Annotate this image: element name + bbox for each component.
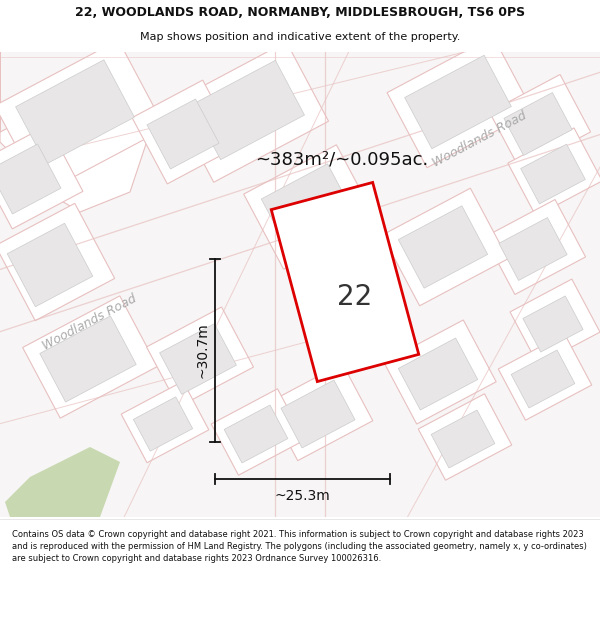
- Polygon shape: [16, 60, 134, 164]
- Polygon shape: [160, 324, 236, 394]
- Text: Map shows position and indicative extent of the property.: Map shows position and indicative extent…: [140, 32, 460, 43]
- Polygon shape: [484, 199, 586, 294]
- Polygon shape: [387, 36, 533, 168]
- Polygon shape: [404, 55, 511, 149]
- Polygon shape: [0, 144, 61, 214]
- Polygon shape: [133, 397, 193, 451]
- Polygon shape: [147, 99, 219, 169]
- Polygon shape: [508, 128, 600, 216]
- Polygon shape: [121, 381, 209, 462]
- Text: 22, WOODLANDS ROAD, NORMANBY, MIDDLESBROUGH, TS6 0PS: 22, WOODLANDS ROAD, NORMANBY, MIDDLESBRO…: [75, 6, 525, 19]
- Polygon shape: [146, 307, 253, 407]
- Polygon shape: [267, 363, 373, 461]
- Polygon shape: [261, 164, 355, 250]
- Polygon shape: [5, 447, 120, 517]
- Text: ~25.3m: ~25.3m: [275, 489, 331, 503]
- Polygon shape: [40, 316, 136, 402]
- Text: ~383m²/~0.095ac.: ~383m²/~0.095ac.: [255, 150, 428, 168]
- Polygon shape: [132, 80, 238, 184]
- Polygon shape: [504, 92, 572, 156]
- Text: Contains OS data © Crown copyright and database right 2021. This information is : Contains OS data © Crown copyright and d…: [12, 530, 587, 562]
- Text: Woodlands Road: Woodlands Road: [41, 292, 139, 352]
- Polygon shape: [398, 338, 478, 410]
- Polygon shape: [281, 380, 355, 448]
- Polygon shape: [244, 145, 376, 269]
- Polygon shape: [172, 42, 329, 182]
- Polygon shape: [498, 334, 592, 420]
- Polygon shape: [211, 389, 305, 475]
- Polygon shape: [191, 61, 304, 159]
- Polygon shape: [0, 52, 150, 212]
- Polygon shape: [7, 223, 93, 307]
- Text: Woodlands Road: Woodlands Road: [431, 109, 529, 169]
- Polygon shape: [0, 203, 115, 321]
- Polygon shape: [23, 296, 157, 418]
- Polygon shape: [418, 394, 512, 480]
- Polygon shape: [398, 206, 488, 288]
- Polygon shape: [224, 405, 288, 463]
- Polygon shape: [490, 74, 590, 169]
- Polygon shape: [510, 279, 600, 365]
- Polygon shape: [382, 188, 508, 306]
- Text: ~30.7m: ~30.7m: [196, 322, 210, 378]
- Polygon shape: [499, 217, 567, 281]
- Polygon shape: [271, 182, 419, 381]
- Polygon shape: [384, 320, 496, 424]
- Polygon shape: [431, 410, 495, 468]
- Text: 22: 22: [337, 283, 373, 311]
- Polygon shape: [523, 296, 583, 352]
- Polygon shape: [0, 125, 83, 229]
- Polygon shape: [511, 350, 575, 408]
- Polygon shape: [521, 144, 586, 204]
- Polygon shape: [0, 40, 165, 194]
